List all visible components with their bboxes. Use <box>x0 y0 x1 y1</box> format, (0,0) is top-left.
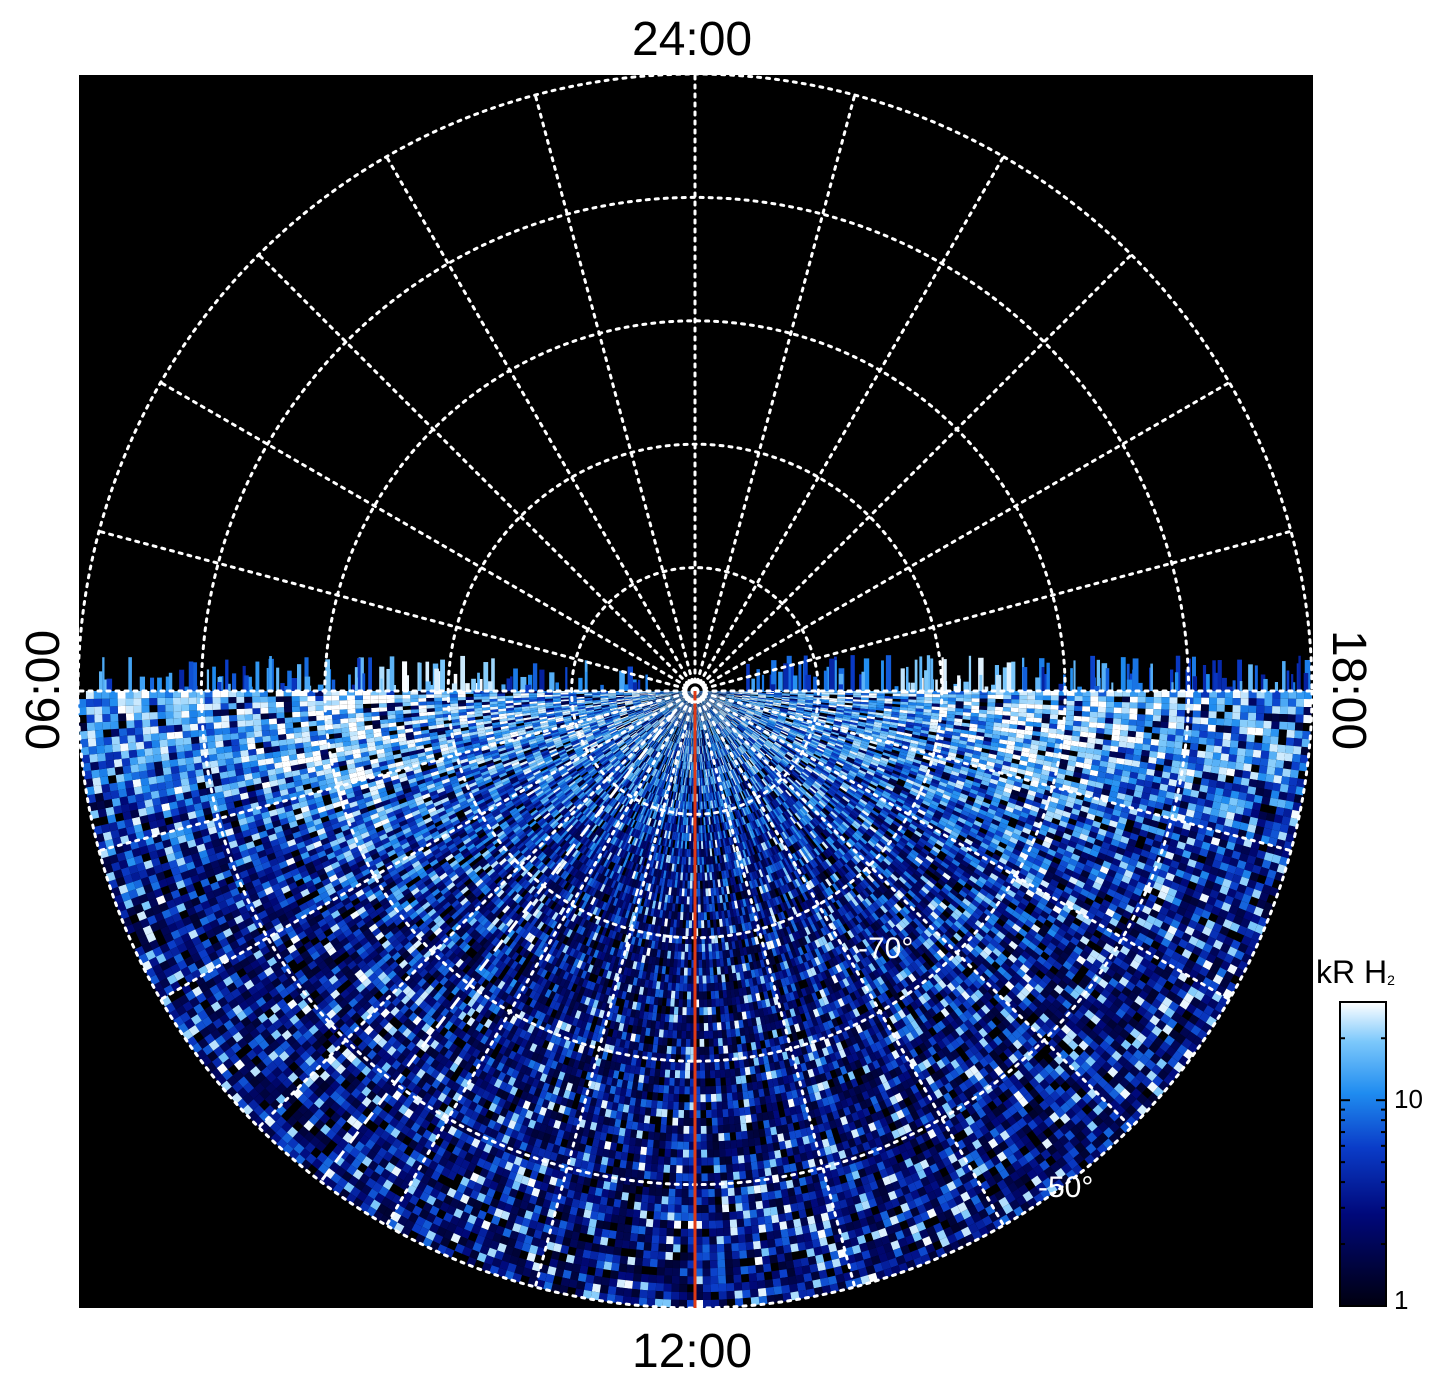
local-time-label-12: 12:00 <box>632 1325 753 1378</box>
heatmap-cell <box>560 692 569 695</box>
heatmap-cell <box>528 695 537 698</box>
heatmap-cell <box>529 697 538 700</box>
heatmap-cell <box>696 833 699 842</box>
heatmap-cell <box>853 693 862 696</box>
heatmap-cell <box>685 856 689 865</box>
heatmap-cell <box>692 793 694 802</box>
heatmap-cell <box>860 695 869 698</box>
heatmap-cell <box>689 817 692 826</box>
heatmap-cell <box>697 857 700 866</box>
heatmap-cell <box>805 693 814 696</box>
heatmap-cell <box>528 693 537 696</box>
heatmap-cell <box>696 841 700 850</box>
heatmap-cell <box>568 694 577 696</box>
heatmap-cell <box>690 849 693 858</box>
heatmap-cell <box>691 833 694 842</box>
heatmap-cell <box>860 697 869 701</box>
heatmap-cell <box>689 825 692 834</box>
heatmap-cell <box>568 692 577 695</box>
heatmap-cell <box>686 848 689 857</box>
heatmap-cell <box>696 825 699 834</box>
heatmap-cell <box>845 696 854 700</box>
heatmap-cell <box>837 692 846 695</box>
heatmap-cell <box>536 696 545 700</box>
heatmap-cell <box>560 694 569 697</box>
heatmap-cell <box>861 693 870 696</box>
heatmap-cell <box>852 697 861 700</box>
heatmap-cell <box>691 817 694 826</box>
heatmap-cell <box>698 833 701 842</box>
heatmap-cell <box>544 694 553 697</box>
heatmap-cell <box>797 692 806 694</box>
heatmap-cell <box>699 849 702 858</box>
heatmap-cell <box>697 801 700 810</box>
heatmap-cell <box>696 817 699 826</box>
heatmap-cell <box>697 849 700 858</box>
heatmap-cell <box>688 849 691 858</box>
heatmap-cell <box>805 692 814 695</box>
heatmap-cell <box>701 848 704 857</box>
heatmap-cell <box>584 692 593 694</box>
heatmap-cell <box>544 692 553 695</box>
heatmap-cell <box>696 801 699 810</box>
heatmap-cell <box>576 692 585 695</box>
heatmap-cell <box>853 695 862 698</box>
heatmap-cell <box>837 694 846 697</box>
heatmap-cell <box>821 692 830 695</box>
heatmap-cell <box>552 692 561 695</box>
heatmap-cell <box>845 694 854 698</box>
heatmap-cell <box>690 841 694 850</box>
heatmap-cell <box>536 692 545 696</box>
heatmap-cell <box>552 694 561 697</box>
heatmap-cell <box>698 825 701 834</box>
heatmap-cell <box>698 841 702 850</box>
heatmap-cell <box>845 692 854 696</box>
heatmap-cell <box>829 692 838 695</box>
heatmap-cell <box>701 856 705 865</box>
heatmap-cell <box>696 793 698 802</box>
heatmap-cell <box>689 833 692 842</box>
heatmap-cell <box>688 841 692 850</box>
heatmap-cell <box>536 694 545 698</box>
heatmap-cell <box>821 694 830 697</box>
heatmap-cell <box>690 801 693 810</box>
heatmap-cell <box>688 856 691 865</box>
heatmap-cell <box>691 825 694 834</box>
heatmap-cell <box>691 801 694 810</box>
heatmap-cell <box>699 856 702 865</box>
local-time-label-24: 24:00 <box>632 13 753 66</box>
heatmap-cell <box>700 841 704 850</box>
heatmap-cell <box>690 857 693 866</box>
